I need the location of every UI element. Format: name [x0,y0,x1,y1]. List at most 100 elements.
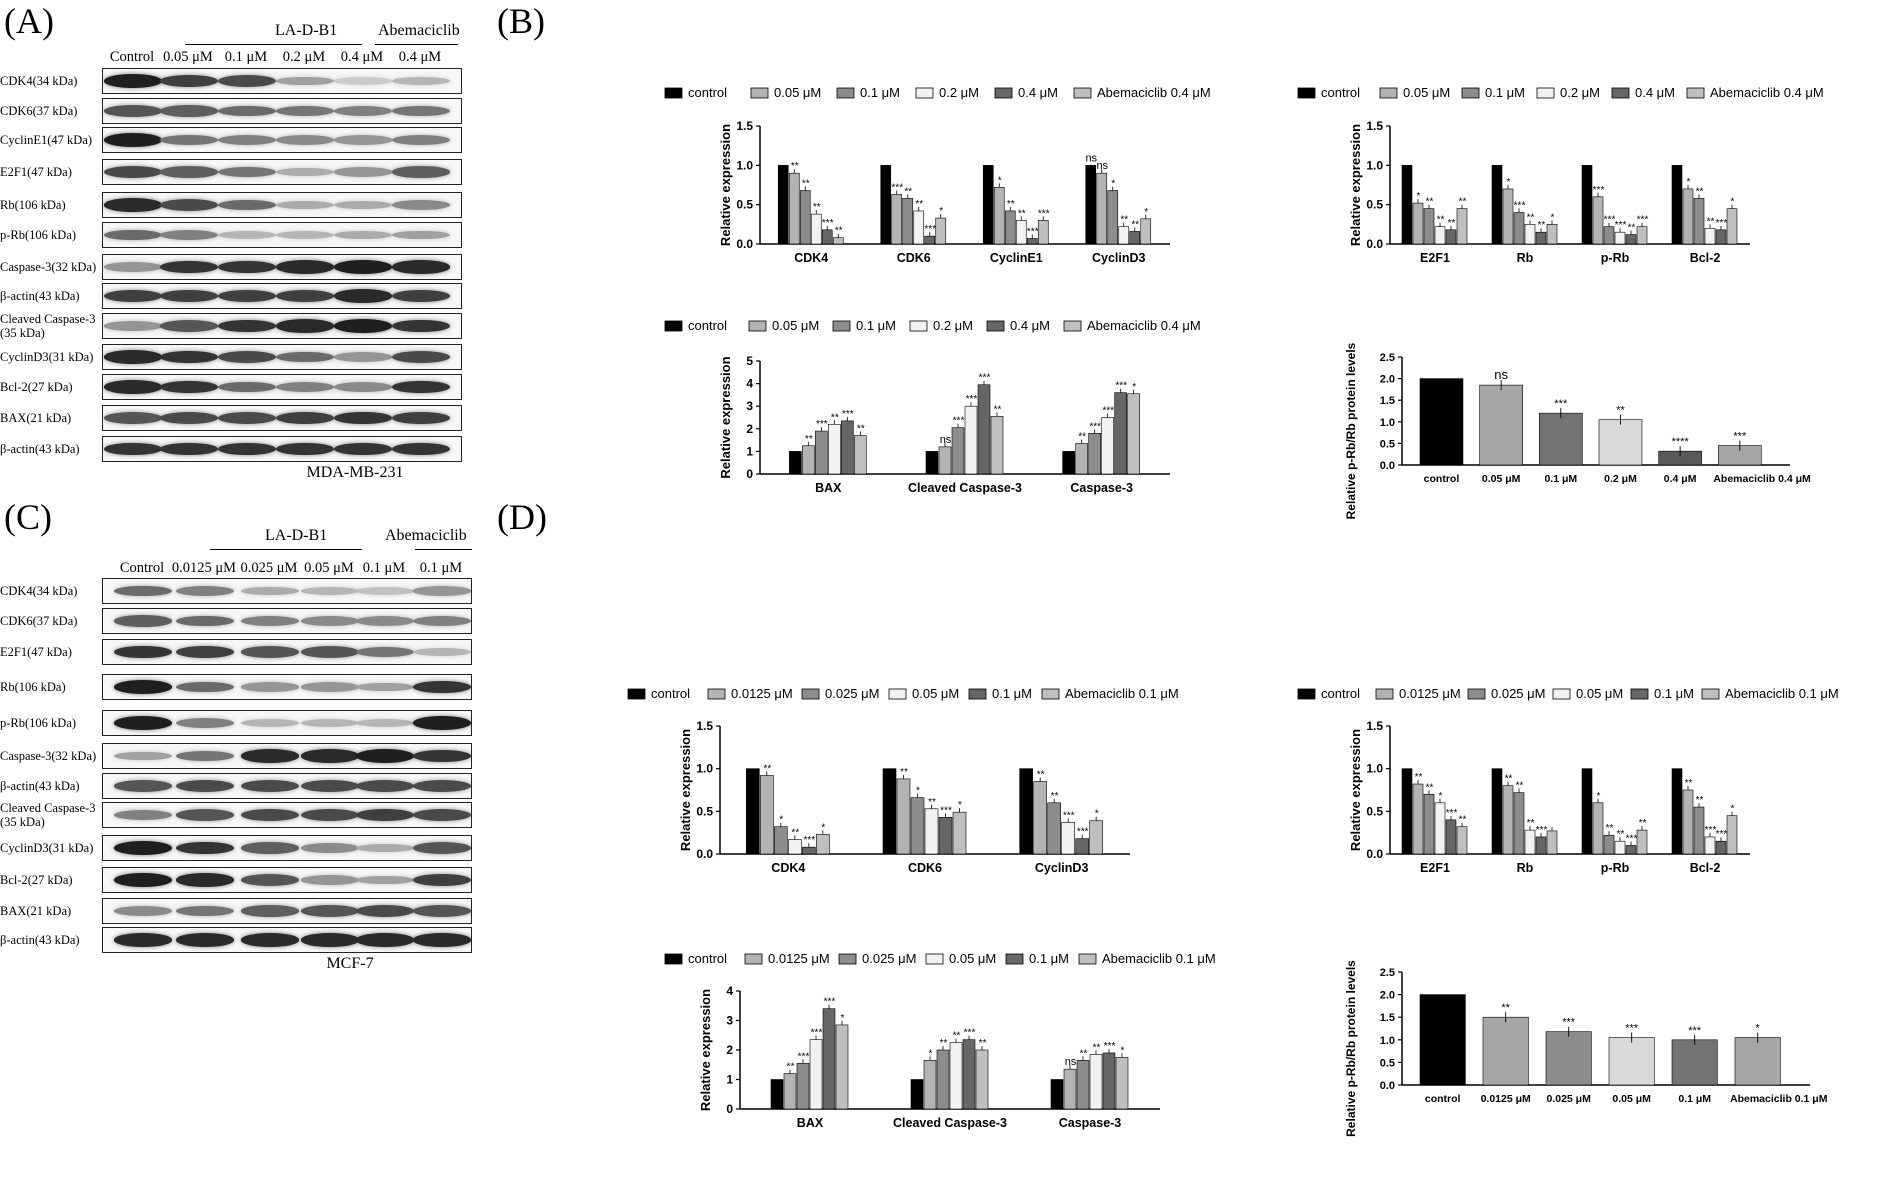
bar [1118,226,1130,245]
bar [1482,1016,1529,1086]
panel-label-c: (C) [4,497,52,537]
bar [962,1039,976,1110]
chart-b-e2f1-rb-proteins: Relative expression 0.00.51.01.5***** ****… [1348,119,1750,265]
blot-band [276,135,334,145]
category-label: Rb [1517,251,1534,265]
lane-header: 0.05 μM [304,560,354,576]
blot-band [392,105,450,117]
blot-band [160,380,218,394]
significance-mark: ** [1516,781,1524,792]
significance-mark: ns [940,434,952,446]
y-axis-label: Relative p-Rb/Rb protein levels [1344,342,1358,519]
blot-band [413,680,471,694]
bar [1608,1037,1655,1086]
blot-strip [102,773,472,799]
chart-d-e2f1-rb-proteins: Relative expression0.00.51.01.5*********… [1348,719,1750,875]
blot-band [241,719,299,727]
y-tick-label: 1.5 [1380,1012,1395,1024]
blot-band [104,105,162,117]
blot-strip [102,436,462,462]
treatment-group-label: LA-D-B1 [265,527,328,544]
blot-row-label: CyclinD3(31 kDa) [0,350,94,364]
blot-strip [102,283,462,309]
legend-swatch [909,320,928,332]
y-tick-label: 1.0 [1366,762,1383,776]
blot-band [176,615,234,627]
blot-band [334,260,392,274]
significance-mark: ** [1093,1042,1101,1053]
bar [1096,172,1108,245]
significance-mark: * [1132,382,1136,393]
blot-band [176,873,234,887]
significance-mark: *** [891,182,903,193]
legend-label: Abemaciclib 0.4 μM [1087,318,1201,333]
bar [802,445,815,475]
significance-mark: ** [1426,782,1434,793]
bar [1101,417,1114,475]
legend-swatch [1379,87,1398,99]
significance-mark: *** [1625,1023,1639,1035]
bar [1479,384,1523,466]
bar [952,811,967,855]
significance-mark: ** [791,161,799,172]
bar [1423,208,1435,245]
y-tick-label: 3 [726,1014,733,1028]
blot-band [356,780,414,792]
category-label: CyclinE1 [990,251,1043,265]
blot-band [301,875,359,885]
bar [1592,196,1604,245]
bar [1434,802,1446,855]
blot-band [276,76,334,86]
blot-strip [102,192,462,218]
significance-mark: * [1731,804,1735,815]
blot-band [392,289,450,303]
category-label: Caspase-3 [1070,481,1133,495]
bar [1581,165,1593,245]
blot-band [356,808,414,822]
significance-mark: ** [1527,818,1535,829]
significance-mark: ** [1037,769,1045,780]
significance-mark: ns [1065,1056,1077,1068]
blot-band [176,718,234,728]
legend-label: Abemaciclib 0.1 μM [1065,686,1179,701]
y-tick-label: 0 [746,467,753,481]
blot-band [104,289,162,303]
blot-band [301,646,359,658]
significance-mark: * [1121,1045,1125,1056]
blot-band [176,681,234,693]
blot-strip [102,710,472,736]
y-axis-label: Relative expression [1348,729,1363,851]
blot-band [392,442,450,456]
bar [1063,1068,1077,1110]
bar [1671,165,1683,245]
legend-swatch [1297,87,1316,99]
blot-band [176,750,234,762]
bar [910,1079,924,1110]
significance-mark: ** [1459,197,1467,208]
blot-band [301,780,359,792]
blot-band [176,841,234,855]
bar [1026,238,1038,245]
blot-band [218,135,276,145]
bar [810,213,822,245]
blot-band [114,751,172,761]
blot-band [218,319,276,333]
bar [924,235,936,245]
blot-band [301,749,359,763]
blot-band [218,231,276,239]
legend-label: Abemaciclib 0.4 μM [1097,85,1211,100]
blot-band [276,319,334,333]
category-label: 0.05 μM [1482,473,1521,485]
blot-strip [102,374,462,400]
blot-row-label: Caspase-3(32 kDa) [0,260,97,274]
bar [1033,781,1047,855]
blot-band [241,809,299,821]
significance-mark: ** [1685,778,1693,789]
blot-band [276,382,334,392]
significance-mark: *** [1102,406,1114,417]
blot-band [241,905,299,917]
legend-swatch [888,688,907,700]
blot-band [392,351,450,363]
y-tick-label: 0.5 [1380,438,1395,450]
blot-band [334,167,392,177]
